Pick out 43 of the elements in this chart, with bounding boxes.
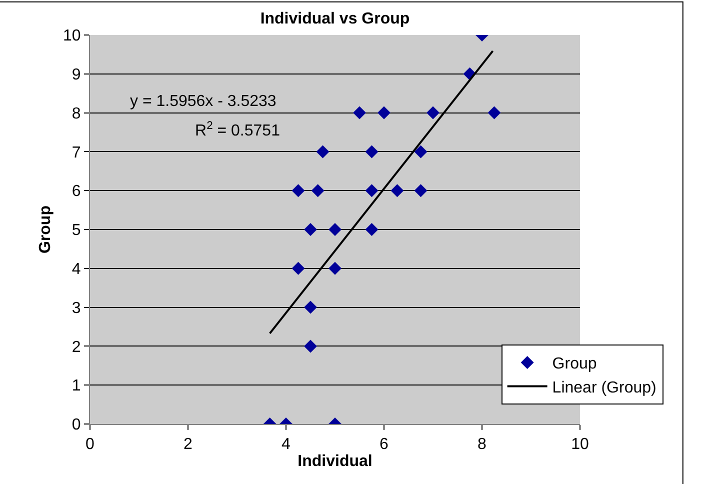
point (316, 145, 330, 158)
legend-label: Group (552, 356, 597, 373)
point (414, 184, 428, 198)
y-tick-label: 5 (72, 222, 81, 240)
y-tick-label: 9 (72, 66, 81, 84)
y-axis-title: Group (36, 205, 54, 254)
x-tick-label: 6 (380, 436, 389, 454)
point (353, 106, 366, 120)
chart-title: Individual vs Group (260, 10, 410, 28)
x-axis-title: Individual (298, 452, 372, 470)
y-tick-label: 1 (72, 378, 81, 395)
point (328, 223, 342, 236)
annotation: y = 1.5956x - 3.5233 (130, 93, 276, 110)
point (304, 300, 317, 314)
x-tick-label: 2 (184, 436, 193, 454)
point (304, 340, 317, 353)
point (365, 184, 378, 198)
point (292, 184, 305, 198)
y-tick-label: 2 (72, 338, 81, 356)
point (328, 262, 342, 275)
point (390, 184, 404, 198)
point (311, 184, 324, 198)
point (292, 262, 305, 275)
point (426, 106, 440, 120)
point (365, 223, 378, 236)
point (304, 223, 317, 236)
y-tick-label: 4 (72, 261, 81, 278)
legend-label: Linear (Group) (552, 379, 656, 396)
point (378, 106, 390, 120)
y-tick-label: 7 (72, 144, 81, 162)
y-tick-label: 6 (72, 183, 81, 200)
x-tick-label: 8 (478, 436, 487, 454)
x-tick-label: 4 (282, 436, 291, 454)
x-tick-label: 0 (86, 436, 95, 454)
point (414, 145, 428, 158)
point (488, 106, 501, 120)
y-tick-label: 8 (72, 105, 81, 122)
y-tick-label: 3 (72, 300, 81, 317)
y-tick-label: 10 (63, 28, 81, 45)
annotation: R$^{2}$ = 0.5751 (195, 120, 280, 140)
point (365, 145, 378, 158)
x-tick-label: 10 (571, 436, 589, 454)
y-tick-label: 0 (72, 416, 81, 434)
